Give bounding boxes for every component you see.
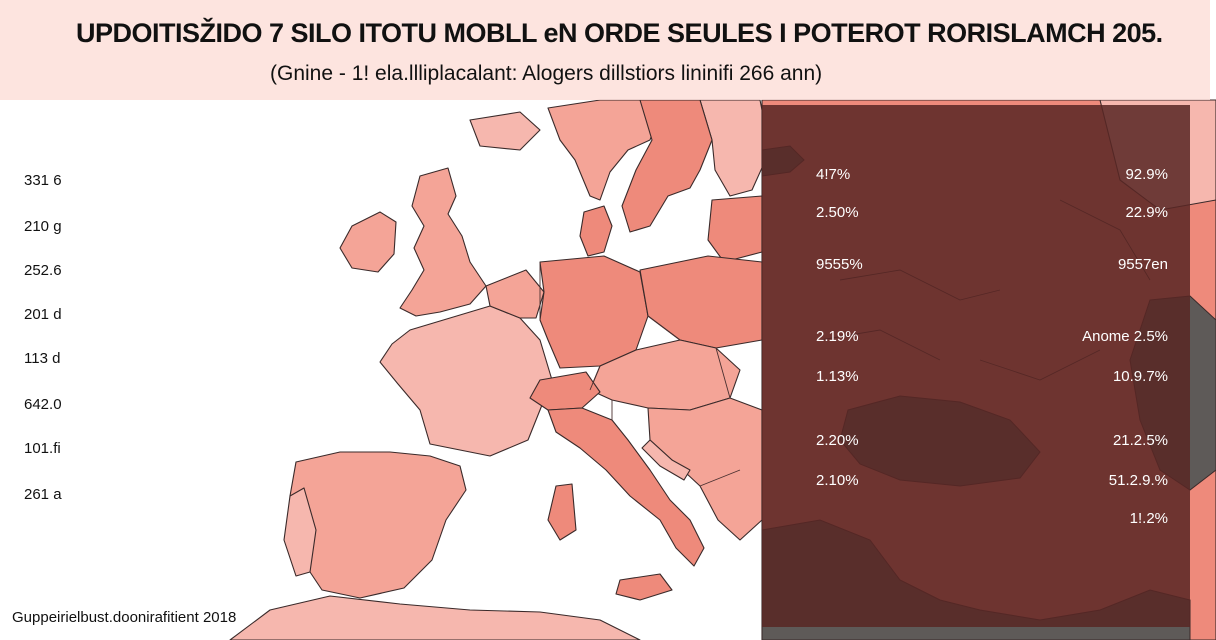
panel-value-left: 2.19%	[816, 328, 859, 345]
title-band	[0, 0, 1210, 100]
left-label: 261 a	[24, 486, 62, 503]
left-label: 101.fi	[24, 440, 61, 457]
panel-value-left: 9555%	[816, 256, 863, 273]
left-label: 201 d	[24, 306, 62, 323]
left-label: 210 g	[24, 218, 62, 235]
panel-value-right: 51.2.9.%	[1108, 472, 1168, 489]
region-denmark	[579, 205, 613, 257]
region-baltics	[707, 195, 763, 263]
panel-value-right: 1!.2%	[1129, 510, 1168, 527]
region-sweden-south	[621, 99, 713, 233]
panel-value-right: 10.9.7%	[1112, 368, 1168, 385]
map-subtitle: (Gnine - 1! ela.llliplacalant: Alogers d…	[270, 62, 823, 85]
panel-value-right: Anome 2.5%	[1082, 328, 1168, 345]
left-label: 113 d	[24, 350, 61, 367]
left-label: 252.6	[24, 262, 62, 279]
panel-value-left: 2.10%	[816, 472, 859, 489]
region-adriatic-coast	[641, 439, 691, 481]
region-scandinavia	[547, 99, 661, 201]
region-germany	[539, 255, 649, 369]
region-north-isles	[469, 111, 541, 151]
region-ireland	[339, 211, 397, 273]
map-title: UPDOITISŽIDO 7 SILO ITOTU MOBLL eN ORDE …	[76, 18, 1163, 48]
panel-value-right: 22.9%	[1125, 204, 1168, 221]
region-great-britain	[399, 167, 487, 317]
panel-value-left: 2.20%	[816, 432, 859, 449]
region-benelux	[485, 269, 545, 319]
region-italy	[547, 407, 705, 567]
panel-value-right: 9557en	[1117, 256, 1168, 273]
panel-value-right: 21.2.5%	[1112, 432, 1168, 449]
data-overlay-panel	[762, 105, 1190, 627]
source-note: Guppeirielbust.doonirafitient 2018	[12, 609, 237, 626]
left-label: 331 6	[24, 172, 62, 189]
panel-value-left: 2.50%	[816, 204, 859, 221]
panel-value-left: 1.13%	[816, 368, 859, 385]
left-label: 642.0	[24, 396, 62, 413]
region-portugal	[283, 487, 317, 577]
panel-value-left: 4!7%	[816, 166, 851, 183]
region-north-africa	[229, 595, 641, 640]
borders-west	[539, 262, 741, 487]
region-sardinia	[547, 483, 577, 541]
panel-value-right: 92.9%	[1125, 166, 1168, 183]
region-sicily	[615, 573, 673, 601]
